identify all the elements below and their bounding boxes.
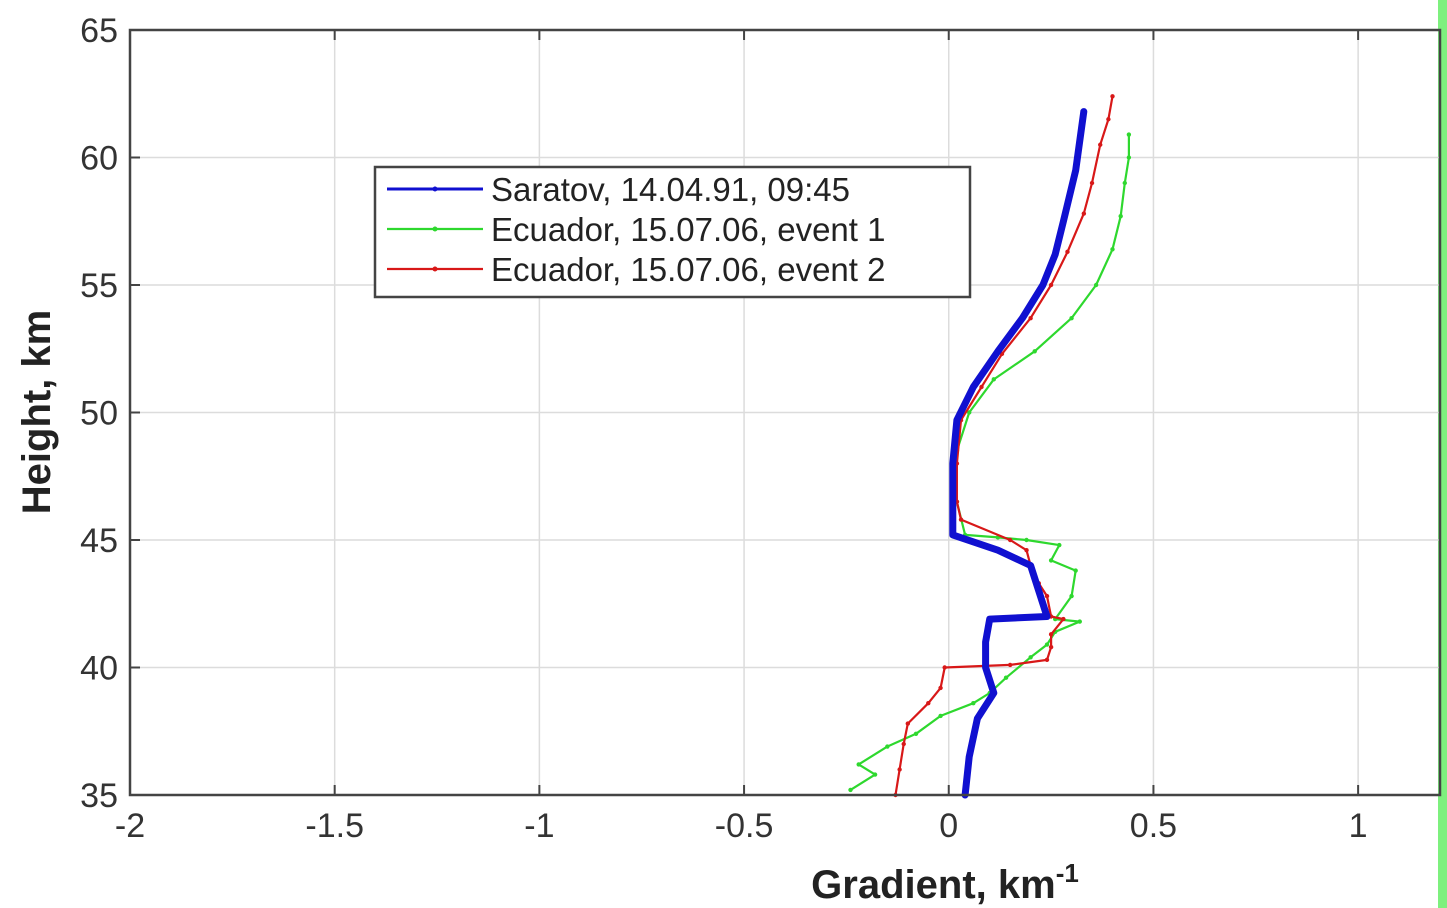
series-2-point <box>1044 642 1050 647</box>
series-3-point <box>958 517 964 522</box>
series-3-point <box>1081 211 1087 216</box>
legend-label: Saratov, 14.04.91, 09:45 <box>491 171 850 208</box>
series-line-1 <box>949 108 1088 799</box>
series-2-point <box>1069 593 1074 599</box>
y-tick-label: 60 <box>80 140 118 178</box>
series-3-point <box>901 741 906 747</box>
series-2-point <box>938 713 943 719</box>
x-axis-title: Gradient, km-1 <box>811 858 1079 907</box>
series-2-point <box>848 787 853 793</box>
y-axis-title: Height, km <box>15 310 59 514</box>
series-3-point <box>1044 593 1050 599</box>
x-tick-label: 0 <box>939 807 958 845</box>
series-2-point <box>1126 155 1132 160</box>
series-3-point <box>1007 662 1013 668</box>
right-edge-strip <box>1438 0 1447 908</box>
legend-marker <box>432 186 438 192</box>
series-3-point <box>1044 657 1050 663</box>
series-3-point <box>1007 537 1013 543</box>
y-tick-label: 55 <box>80 267 118 305</box>
x-tick-label: 0.5 <box>1130 807 1177 845</box>
series-3-point <box>1048 644 1054 650</box>
x-tick-label: 1 <box>1349 807 1368 845</box>
series-2-point <box>1122 180 1127 186</box>
series-2-point <box>856 762 861 767</box>
series-3-point <box>1028 315 1033 321</box>
series-2-point <box>971 701 976 706</box>
legend-label: Ecuador, 15.07.06, event 2 <box>491 251 885 288</box>
series-3-point <box>1089 180 1095 186</box>
x-tick-label: -2 <box>115 807 145 845</box>
y-tick-label: 65 <box>80 12 118 50</box>
series-2-point <box>1126 132 1132 137</box>
series-2-point <box>1118 213 1123 219</box>
series-2-point <box>1048 558 1054 563</box>
legend-marker <box>432 226 438 232</box>
series-2-point <box>1093 282 1099 288</box>
series-2-point <box>1073 568 1078 573</box>
series-2-point <box>1032 349 1037 354</box>
x-tick-label: -0.5 <box>715 807 774 845</box>
series-3-point <box>1065 249 1070 255</box>
series-2-point <box>872 772 878 777</box>
series-3-point <box>979 384 984 390</box>
y-tick-label: 50 <box>80 395 118 433</box>
series-2-point <box>967 410 972 415</box>
series-3-point <box>1024 548 1029 553</box>
series-3-point <box>897 767 902 772</box>
y-tick-label: 40 <box>80 650 118 688</box>
series-2-point <box>1077 619 1082 624</box>
ticks: -2 -1.5 -1 -0.5 0 0.5 1 35 40 45 50 55 60 65 <box>80 12 1367 845</box>
y-tick-label: 45 <box>80 522 118 560</box>
series-2-point <box>1024 537 1029 543</box>
series-3-point <box>926 701 931 706</box>
series-group <box>848 94 1132 799</box>
series-2-point <box>1003 675 1009 680</box>
series-3-point <box>1098 142 1103 147</box>
series-3-point <box>905 721 911 726</box>
legend-marker <box>432 266 438 272</box>
series-3-point <box>1110 94 1115 99</box>
series-2-point <box>991 377 996 382</box>
series-3-point <box>1048 282 1054 288</box>
series-3-point <box>938 685 943 691</box>
series-2-point <box>1028 655 1033 660</box>
series-2-point <box>1057 542 1062 548</box>
series-2-point <box>1069 315 1074 321</box>
series-3-point <box>942 665 947 670</box>
series-line-3 <box>894 95 1114 797</box>
series-2-point <box>913 731 919 736</box>
legend-label: Ecuador, 15.07.06, event 1 <box>491 211 885 248</box>
x-tick-label: -1.5 <box>305 807 364 845</box>
series-2-point <box>885 744 890 749</box>
x-tick-label: -1 <box>524 807 554 845</box>
series-3-point <box>1061 616 1066 622</box>
series-2-point <box>1110 247 1115 252</box>
y-tick-label: 35 <box>80 777 118 815</box>
series-3-point <box>1106 117 1111 122</box>
series-3-point <box>1048 632 1054 637</box>
